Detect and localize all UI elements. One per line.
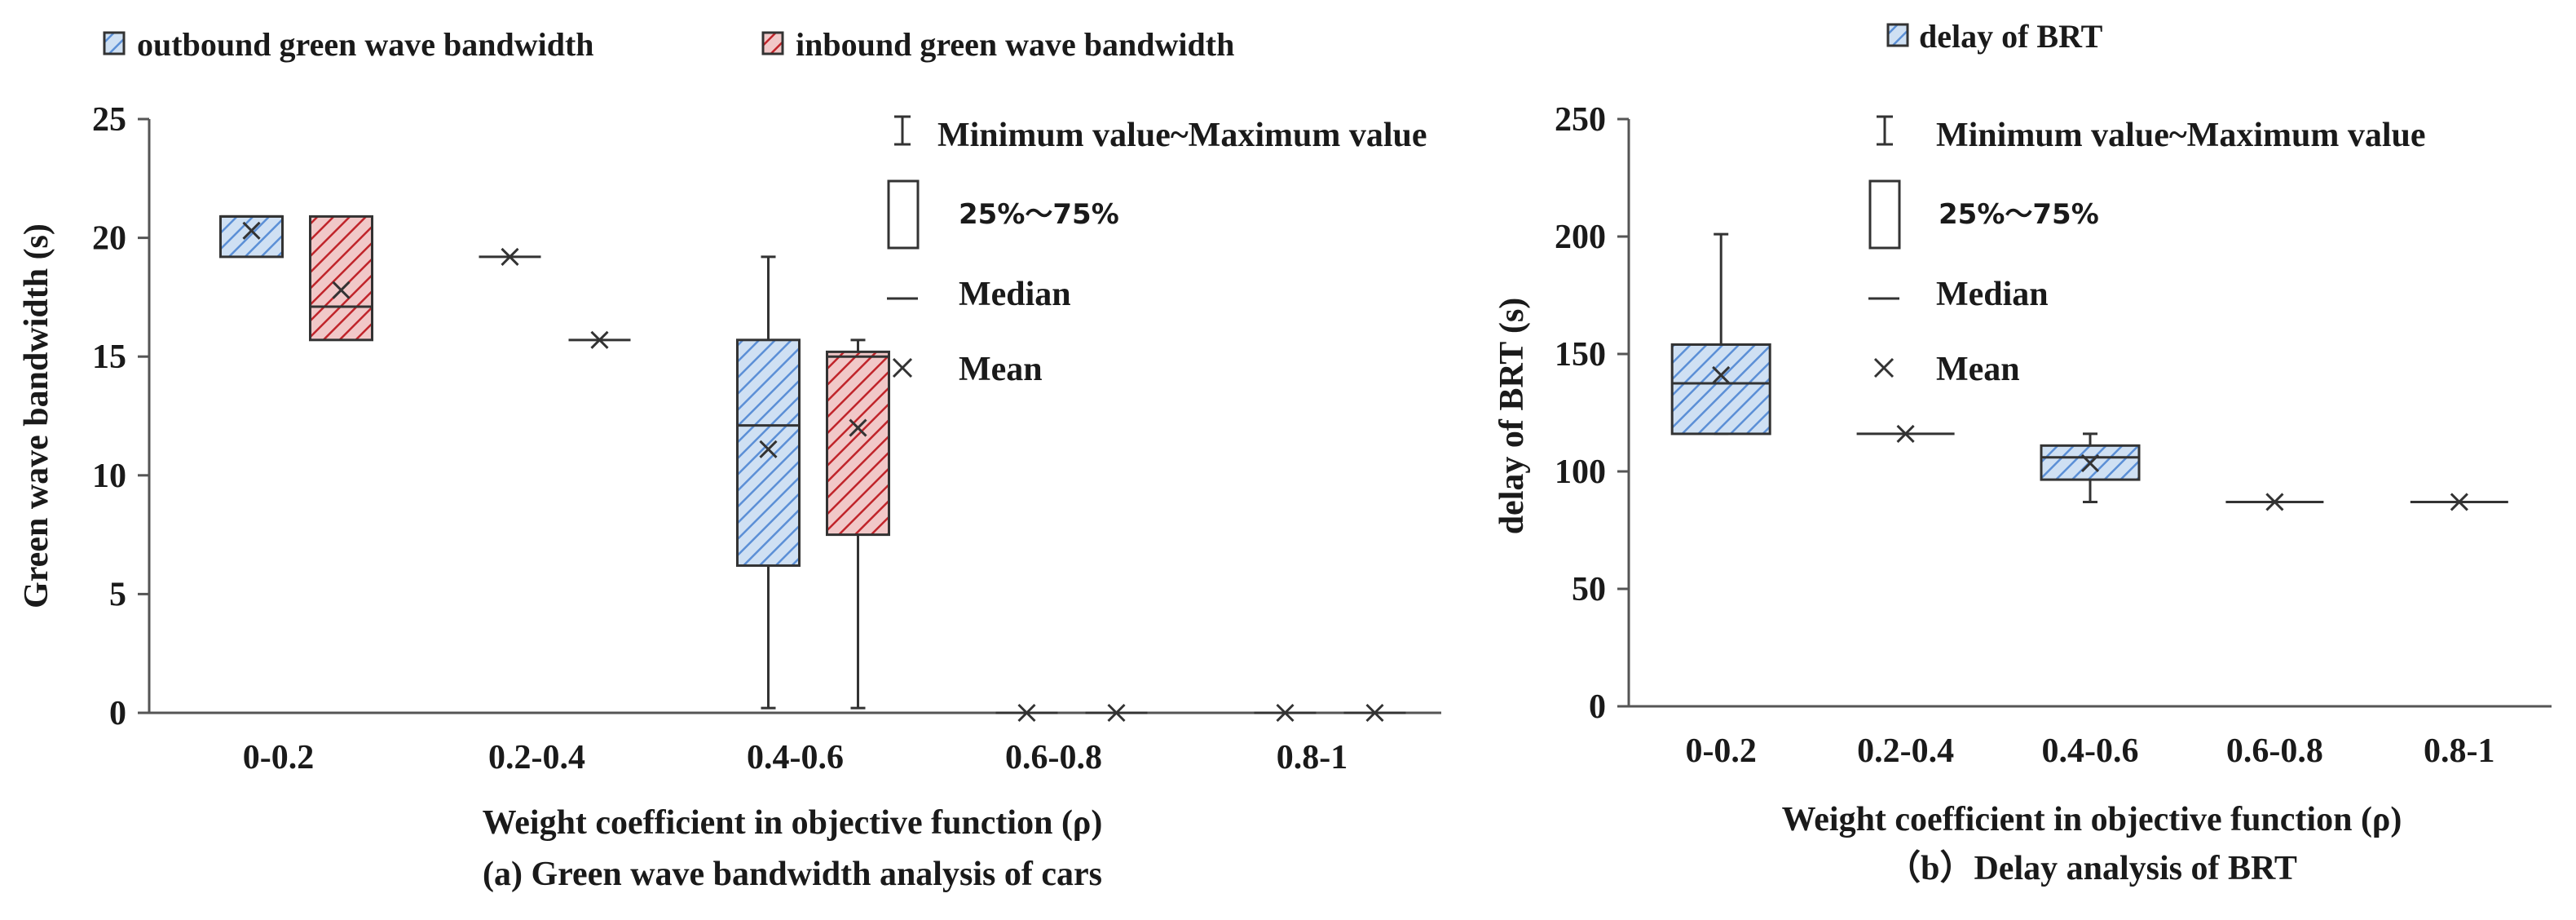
box-red-0.2-0.4 xyxy=(568,330,631,349)
mean-marker xyxy=(332,281,351,299)
x-tick-label: 0.4-0.6 xyxy=(747,739,844,776)
x-tick-label: 0.8-1 xyxy=(2424,732,2495,770)
y-tick-label: 5 xyxy=(109,576,126,613)
legend-b: delay of BRT xyxy=(1886,18,2103,55)
key-mean-label: Mean xyxy=(1936,351,2020,388)
box-iqr xyxy=(1670,343,1771,436)
boxes-a xyxy=(219,215,1406,723)
box-red-0.6-0.8 xyxy=(1085,703,1148,723)
box-blue-0.6-0.8 xyxy=(995,703,1058,723)
box-blue-0-0.2 xyxy=(219,215,284,259)
key-whisker-icon xyxy=(1877,115,1893,146)
x-tick-label: 0-0.2 xyxy=(1685,732,1757,770)
caption-b: （b）Delay analysis of BRT xyxy=(1886,849,2297,887)
key-whisker-label: Minimum value~Maximum value xyxy=(937,117,1427,154)
y-tick-label: 20 xyxy=(92,220,126,258)
y-tick-label: 10 xyxy=(92,458,126,495)
box-iqr xyxy=(736,338,801,567)
box-red-0-0.2 xyxy=(309,215,373,342)
y-tick-label: 25 xyxy=(92,101,126,139)
box-red-0.4-0.6 xyxy=(826,338,890,710)
x-tick-label: 0.2-0.4 xyxy=(1857,732,1954,770)
boxes-b xyxy=(1670,232,2508,511)
legend-label-delay: delay of BRT xyxy=(1919,18,2103,55)
mean-marker xyxy=(2080,453,2100,472)
box-blue-0.4-0.6 xyxy=(2040,432,2141,503)
x-ticks-b: 0-0.2 0.2-0.4 0.4-0.6 0.6-0.8 0.8-1 xyxy=(1685,732,2494,770)
key-mean-label: Mean xyxy=(959,351,1043,388)
box-iqr xyxy=(309,215,373,342)
y-ticks-b: 0 50 100 150 200 250 xyxy=(1555,101,1629,726)
key-box-icon xyxy=(1868,179,1901,250)
legend-swatch-delay xyxy=(1886,23,1909,47)
key-mean-icon xyxy=(1873,357,1895,378)
key-whisker-icon xyxy=(894,115,911,146)
y-axis-label-b: delay of BRT (s) xyxy=(1493,298,1531,535)
box-iqr xyxy=(826,350,890,537)
key-box-label: 25%～75% xyxy=(1939,198,2099,231)
key-box-label: 25%～75% xyxy=(959,198,1119,231)
mean-marker xyxy=(242,221,261,240)
box-red-0.8-1 xyxy=(1343,703,1406,723)
y-ticks-a: 0 5 10 15 20 25 xyxy=(92,101,149,732)
key-a: Minimum value~Maximum value 25%～75% Medi… xyxy=(887,115,1427,388)
x-axis-label-a: Weight coefficient in objective function… xyxy=(483,804,1103,842)
box-iqr xyxy=(219,215,284,259)
key-b: Minimum value~Maximum value 25%～75% Medi… xyxy=(1868,115,2426,388)
legend-swatch-inbound xyxy=(761,31,784,55)
mean-marker xyxy=(1896,424,1915,443)
mean-marker xyxy=(849,418,867,437)
x-tick-label: 0-0.2 xyxy=(243,739,315,776)
box-blue-0.6-0.8 xyxy=(2225,493,2324,511)
mean-marker xyxy=(1017,703,1036,723)
y-tick-label: 200 xyxy=(1555,219,1606,256)
key-box-icon xyxy=(887,179,920,250)
x-tick-label: 0.8-1 xyxy=(1277,739,1348,776)
box-blue-0-0.2 xyxy=(1670,232,1771,436)
key-mean-icon xyxy=(892,357,913,378)
x-tick-label: 0.6-0.8 xyxy=(2226,732,2323,770)
mean-marker xyxy=(1712,365,1731,384)
mean-marker xyxy=(1365,703,1384,723)
y-tick-label: 150 xyxy=(1555,336,1606,374)
box-blue-0.4-0.6 xyxy=(736,255,801,710)
mean-marker xyxy=(501,247,519,266)
mean-marker xyxy=(759,440,778,458)
y-tick-label: 0 xyxy=(109,695,126,732)
y-tick-label: 50 xyxy=(1572,571,1606,608)
key-median-label: Median xyxy=(959,276,1071,313)
caption-a: (a) Green wave bandwidth analysis of car… xyxy=(483,856,1102,893)
mean-marker xyxy=(590,330,609,349)
panel-b: delay of BRT 0 50 100 150 200 250 0-0.2 0.2-0.… xyxy=(1493,18,2552,887)
mean-marker xyxy=(1276,703,1295,723)
x-tick-label: 0.4-0.6 xyxy=(2042,732,2139,770)
box-blue-0.8-1 xyxy=(2410,493,2508,511)
x-tick-label: 0.2-0.4 xyxy=(488,739,585,776)
legend-swatch-outbound xyxy=(103,31,126,55)
box-blue-0.8-1 xyxy=(1254,703,1317,723)
mean-marker xyxy=(1107,703,1126,723)
mean-marker xyxy=(2265,493,2284,511)
legend-label-inbound: inbound green wave bandwidth xyxy=(796,26,1234,63)
box-blue-0.2-0.4 xyxy=(479,247,541,266)
y-axis-label-a: Green wave bandwidth (s) xyxy=(18,223,55,608)
key-whisker-label: Minimum value~Maximum value xyxy=(1936,117,2426,154)
legend-label-outbound: outbound green wave bandwidth xyxy=(137,26,594,63)
x-axis-label-b: Weight coefficient in objective function… xyxy=(1782,801,2402,838)
x-ticks-a: 0-0.2 0.2-0.4 0.4-0.6 0.6-0.8 0.8-1 xyxy=(243,739,1348,776)
mean-marker xyxy=(2450,493,2468,511)
y-tick-label: 0 xyxy=(1589,688,1606,726)
x-tick-label: 0.6-0.8 xyxy=(1005,739,1102,776)
key-median-label: Median xyxy=(1936,276,2049,313)
y-tick-label: 250 xyxy=(1555,101,1606,139)
box-blue-0.2-0.4 xyxy=(1856,424,1955,443)
legend-a: outbound green wave bandwidth inbound gr… xyxy=(103,26,1234,63)
y-tick-label: 100 xyxy=(1555,453,1606,491)
y-tick-label: 15 xyxy=(92,338,126,376)
panel-a: outbound green wave bandwidth inbound gr… xyxy=(18,26,1441,893)
